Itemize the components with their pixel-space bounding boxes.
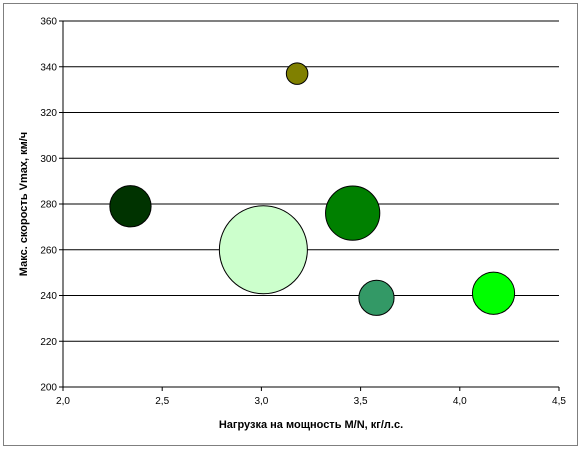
y-axis-title: Макс. скорость Vmax, км/ч	[18, 132, 30, 276]
x-tick-label: 3,5	[354, 396, 368, 407]
x-tick-label: 3,0	[254, 396, 268, 407]
y-tick-label: 220	[40, 337, 57, 348]
bubble	[325, 185, 381, 241]
y-tick-label: 300	[40, 154, 57, 165]
bubble	[358, 279, 395, 316]
x-axis-title: Нагрузка на мощность M/N, кг/л.с.	[219, 419, 403, 431]
tick-labels: 200 220 240 260 280 300 320 340 360 2,0 2,5 3,0 3,5 4…	[40, 17, 566, 408]
y-tick-label: 320	[40, 108, 57, 119]
x-tick-label: 4,5	[552, 396, 566, 407]
bubble	[285, 62, 309, 85]
x-tick-label: 2,0	[56, 396, 70, 407]
bubble	[471, 271, 516, 315]
y-tick-label: 340	[40, 62, 57, 73]
x-tick-label: 4,0	[453, 396, 467, 407]
bubble	[109, 185, 152, 228]
y-tick-label: 260	[40, 245, 57, 256]
bubble-chart: 200 220 240 260 280 300 320 340 360 2,0 2,5 3,0 3,5 4…	[18, 17, 566, 432]
bubble	[218, 205, 308, 295]
x-tick-label: 2,5	[155, 396, 169, 407]
y-tick-label: 360	[40, 17, 57, 28]
y-tick-label: 280	[40, 200, 57, 211]
chart-area: 200 220 240 260 280 300 320 340 360 2,0 2,5 3,0 3,5 4…	[3, 3, 578, 446]
axes	[59, 20, 560, 391]
y-tick-label: 240	[40, 291, 57, 302]
y-tick-label: 200	[40, 383, 57, 394]
bubbles	[109, 62, 516, 316]
